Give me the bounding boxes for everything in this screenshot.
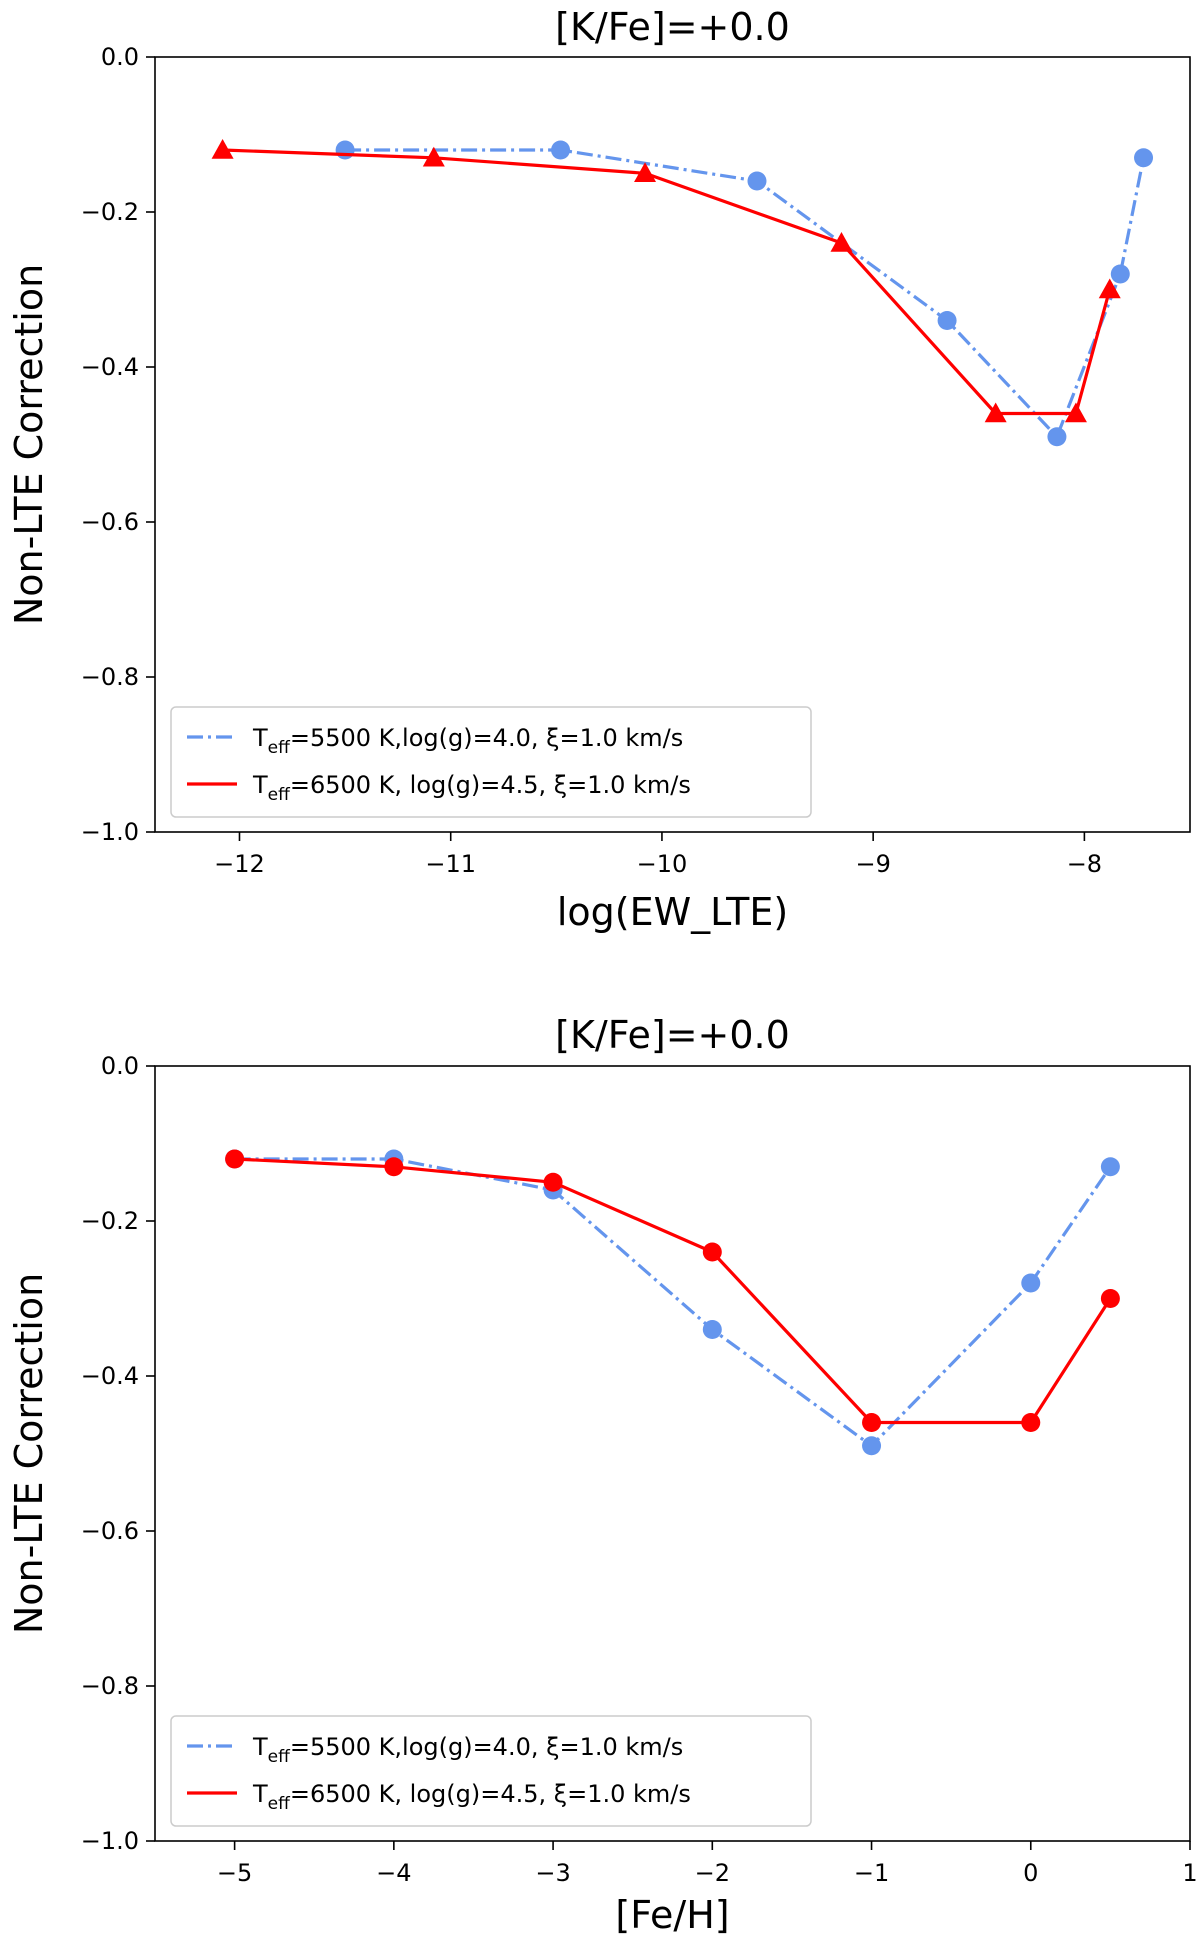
legend-text-sub: eff — [268, 1747, 291, 1767]
series-line-1 — [345, 148, 1146, 439]
x-tick-label: −8 — [1067, 850, 1102, 878]
legend-entry-1: Teff=5500 K,log(g)=4.0, ξ=1.0 km/s — [252, 1733, 683, 1767]
chart-title: [K/Fe]=+0.0 — [555, 5, 790, 49]
y-tick-label: −0.2 — [81, 1207, 139, 1235]
y-tick-label: 0.0 — [101, 43, 139, 71]
legend-text-rest: =5500 K,log(g)=4.0, ξ=1.0 km/s — [290, 1733, 683, 1761]
legend-text-sub: eff — [268, 738, 291, 758]
data-point — [1110, 264, 1130, 284]
data-point — [1021, 1413, 1041, 1432]
legend-text-sub: eff — [268, 785, 291, 805]
data-point — [225, 1149, 245, 1169]
y-tick-label: −0.4 — [81, 1362, 139, 1390]
legend-text-rest: =6500 K, log(g)=4.5, ξ=1.0 km/s — [290, 771, 691, 799]
legend-box — [170, 1715, 812, 1827]
plot-frame — [154, 56, 1191, 833]
x-axis-label: [Fe/H] — [615, 1893, 729, 1937]
legend-entry-1: Teff=5500 K,log(g)=4.0, ξ=1.0 km/s — [252, 724, 683, 758]
data-point — [747, 171, 767, 191]
series-line-1 — [234, 1157, 1112, 1448]
y-axis-label: Non-LTE Correction — [7, 1273, 51, 1634]
data-point — [384, 1157, 404, 1177]
data-point — [211, 139, 234, 159]
legend-box — [170, 706, 812, 818]
x-axis-label: log(EW_LTE) — [557, 890, 788, 934]
series-line-2 — [222, 148, 1112, 416]
data-point — [1098, 278, 1121, 299]
legend-text-sub: eff — [268, 1794, 291, 1814]
y-tick-label: −0.6 — [81, 1517, 139, 1545]
data-point — [1134, 148, 1154, 168]
data-point — [634, 162, 657, 183]
y-tick-label: −0.2 — [81, 198, 139, 226]
chart-1: [K/Fe]=+0.0 −12 −11 −10 −9 −8 0.0 −0.2 −0.4 −0.6 −… — [7, 5, 1191, 934]
data-point — [984, 402, 1007, 423]
x-tick-label: −12 — [214, 850, 265, 878]
data-point — [1064, 402, 1087, 423]
data-point — [862, 1436, 882, 1456]
chart-title: [K/Fe]=+0.0 — [555, 1013, 790, 1057]
x-tick-label: −2 — [695, 1859, 730, 1887]
x-tick-label: −5 — [217, 1859, 252, 1887]
legend-text-rest: =5500 K,log(g)=4.0, ξ=1.0 km/s — [290, 724, 683, 752]
data-point — [1100, 1157, 1120, 1177]
legend-text-main: T — [252, 771, 268, 799]
series-line-2 — [234, 1157, 1112, 1425]
data-point — [702, 1242, 722, 1262]
x-tick-label: 1 — [1182, 1859, 1197, 1887]
x-tick-label: −1 — [854, 1859, 889, 1887]
x-tick-label: −11 — [425, 850, 476, 878]
data-point — [1100, 1289, 1120, 1308]
legend-text-main: T — [252, 724, 268, 752]
data-point — [937, 311, 957, 330]
legend-text-main: T — [252, 1733, 268, 1761]
data-point — [702, 1320, 722, 1339]
y-tick-label: −1.0 — [81, 1827, 139, 1855]
legend-entry-2: Teff=6500 K, log(g)=4.5, ξ=1.0 km/s — [252, 1780, 691, 1814]
x-tick-label: −3 — [535, 1859, 570, 1887]
plot-frame — [154, 1065, 1191, 1842]
data-point — [1021, 1273, 1041, 1293]
x-tick-label: −10 — [637, 850, 688, 878]
x-tick-label: −9 — [855, 850, 890, 878]
data-point — [335, 140, 355, 160]
y-axis-label: Non-LTE Correction — [7, 264, 51, 625]
legend-text-main: T — [252, 1780, 268, 1808]
y-tick-label: −1.0 — [81, 818, 139, 846]
data-point — [830, 232, 853, 252]
y-tick-label: 0.0 — [101, 1052, 139, 1080]
legend-entry-2: Teff=6500 K, log(g)=4.5, ξ=1.0 km/s — [252, 771, 691, 805]
data-point — [422, 146, 445, 167]
y-tick-label: −0.8 — [81, 1672, 139, 1700]
x-tick-label: 0 — [1023, 1859, 1038, 1887]
data-point — [543, 1172, 563, 1192]
y-tick-label: −0.8 — [81, 663, 139, 691]
data-point — [862, 1413, 882, 1432]
chart-2: [K/Fe]=+0.0 −5 −4 −3 −2 −1 0 1 0.0 −0.2 −0.4 −0.6 −0… — [7, 1013, 1198, 1937]
x-tick-label: −4 — [376, 1859, 411, 1887]
y-tick-label: −0.6 — [81, 508, 139, 536]
legend-text-rest: =6500 K, log(g)=4.5, ξ=1.0 km/s — [290, 1780, 691, 1808]
data-point — [1047, 427, 1067, 447]
data-point — [551, 140, 571, 160]
y-tick-label: −0.4 — [81, 353, 139, 381]
